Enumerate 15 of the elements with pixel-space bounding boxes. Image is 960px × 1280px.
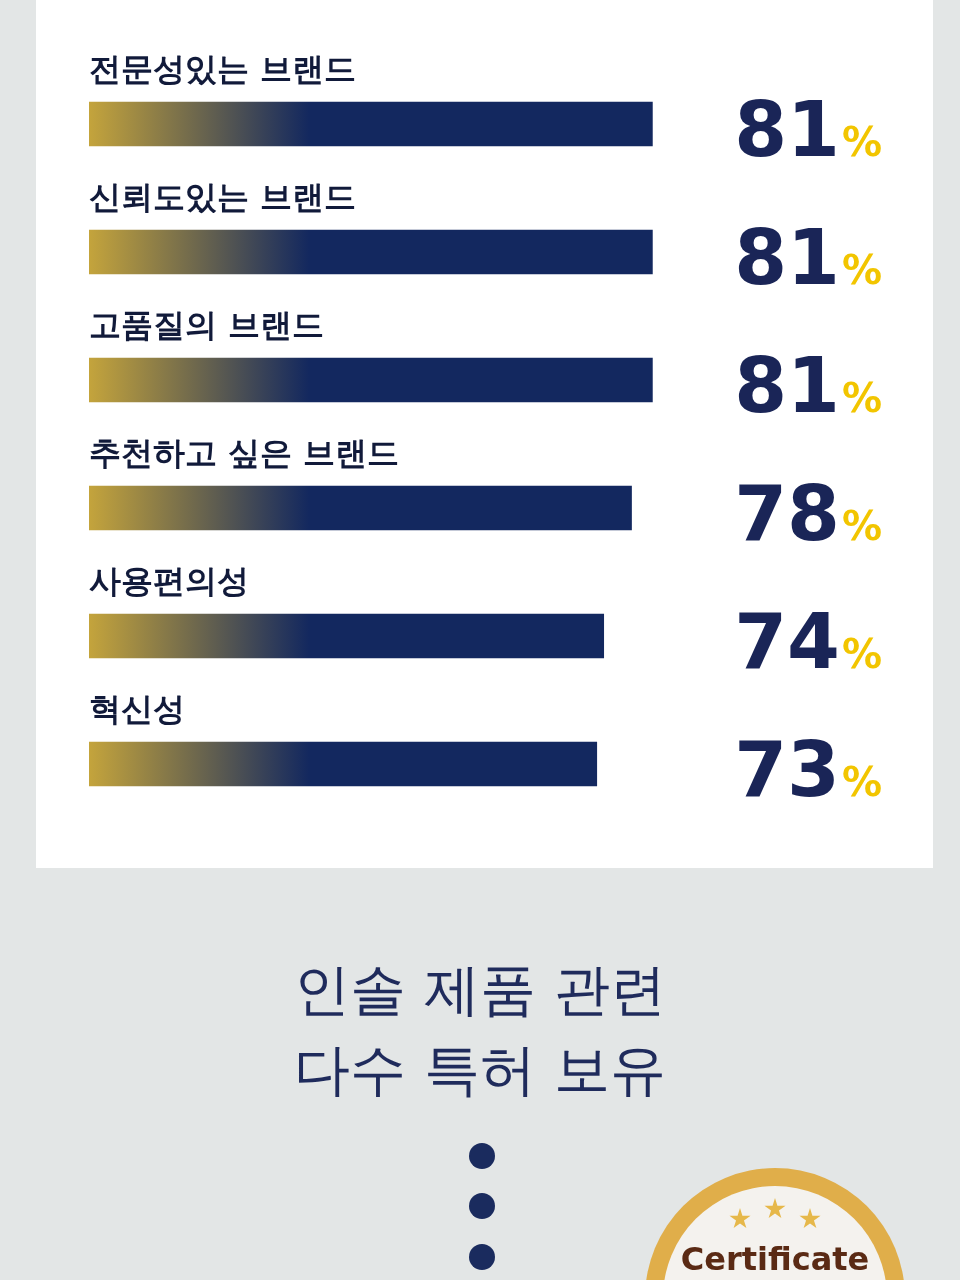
data-label: 78% <box>734 469 882 558</box>
y-tick-label: 사용편의성 <box>89 562 249 601</box>
text: 인솔 제품 관련 <box>293 956 667 1024</box>
text: 다수 특허 보유 <box>293 1036 667 1104</box>
data-label: 81% <box>734 85 882 174</box>
y-tick-label: 혁신성 <box>89 690 185 729</box>
y-tick-label: 추천하고 싶은 브랜드 <box>89 434 400 473</box>
data-label: 81% <box>734 213 882 302</box>
data-label: 74% <box>734 597 882 686</box>
y-tick-label: 고품질의 브랜드 <box>89 306 325 345</box>
y-tick-label: 신뢰도있는 브랜드 <box>89 178 357 217</box>
certificate-medal-icon: Certificate <box>645 1168 905 1280</box>
data-label: 81% <box>734 341 882 430</box>
data-label: 73% <box>734 725 882 814</box>
y-tick-label: 전문성있는 브랜드 <box>89 50 357 89</box>
